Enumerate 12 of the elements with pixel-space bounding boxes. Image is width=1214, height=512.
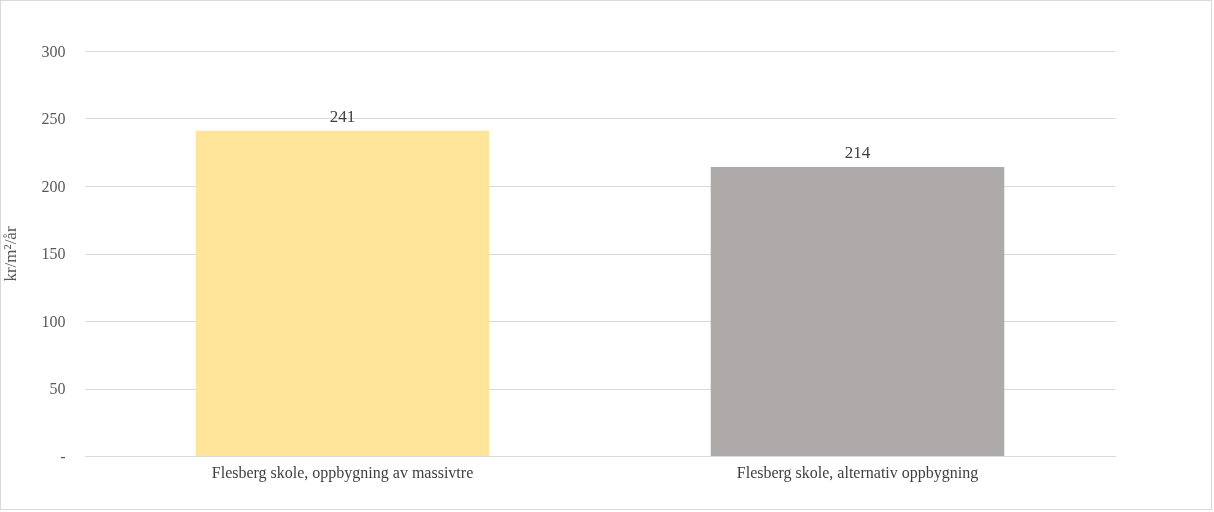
y-axis-title: kr/m²/år [0,226,20,282]
y-tick-label: - [60,447,66,465]
x-tick-label: Flesberg skole, oppbygning av massivtre [211,463,474,482]
y-tick-label: 300 [41,42,66,60]
data-label: 241 [329,106,356,126]
y-tick-label: 150 [41,245,66,262]
y-tick-label: 250 [41,110,66,127]
y-tick-label: 100 [41,312,66,330]
data-label: 214 [844,143,871,163]
y-tick-label: 50 [49,380,66,397]
x-tick-label: Flesberg skole, alternativ oppbygning [736,463,979,482]
y-tick-label: 200 [41,177,66,195]
